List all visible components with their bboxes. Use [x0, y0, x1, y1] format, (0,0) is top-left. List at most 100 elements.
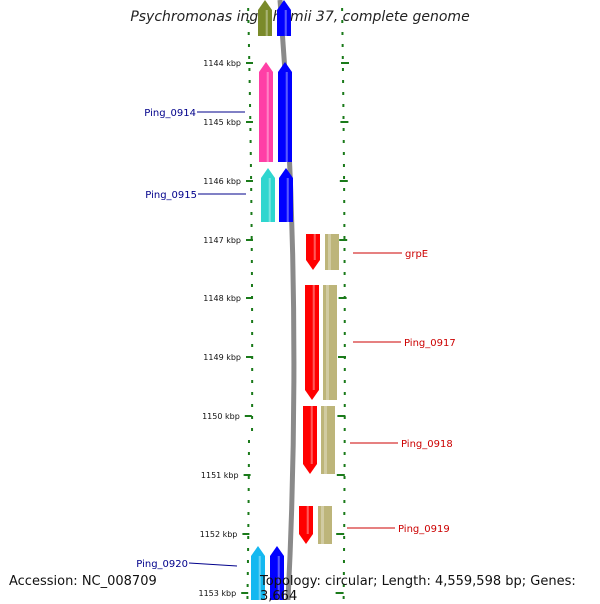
left-guide-dot: [247, 452, 250, 455]
gene-label: grpE: [405, 249, 428, 260]
tick-mark-right: [338, 297, 347, 299]
right-guide-dot: [343, 212, 346, 215]
strand-feature-arrow-shine: [286, 178, 289, 222]
right-guide-dot: [341, 32, 344, 35]
right-guide-dot: [343, 536, 346, 539]
strand-feature-box: [323, 285, 337, 400]
tick-label: 1145 kbp: [203, 118, 241, 127]
strand-feature-arrow: [279, 168, 293, 222]
left-guide-dot: [247, 20, 250, 23]
tick-mark-right: [340, 121, 349, 123]
tick-mark-right: [339, 239, 348, 241]
accession-text: Accession: NC_008709: [9, 574, 157, 589]
tick-label: 1148 kbp: [203, 294, 241, 303]
left-guide-dot: [251, 392, 254, 395]
strand-feature-arrow: [270, 546, 284, 600]
right-guide-dot: [343, 404, 346, 407]
left-guide-dot: [248, 80, 251, 83]
right-guide-dot: [342, 596, 345, 599]
left-guide-dot: [247, 524, 250, 527]
right-guide-dot: [342, 572, 345, 575]
right-guide-dot: [341, 44, 344, 47]
right-guide-dot: [343, 200, 346, 203]
left-guide-dot: [250, 236, 253, 239]
right-guide-dot: [343, 188, 346, 191]
tick-mark-right: [335, 592, 344, 594]
right-guide-dot: [342, 104, 345, 107]
tick-mark-left: [244, 415, 252, 417]
gene-label: Ping_0917: [404, 338, 456, 349]
tick-label: 1153 kbp: [198, 589, 236, 598]
tick-label: 1146 kbp: [203, 177, 241, 186]
right-guide-dot: [342, 140, 345, 143]
cog-feature-arrow: [305, 285, 319, 400]
right-guide-dot: [343, 320, 346, 323]
right-guide-dot: [343, 308, 346, 311]
strand-feature-box: [321, 406, 335, 474]
cog-feature-arrow: [259, 62, 273, 162]
left-guide-dot: [247, 512, 250, 515]
strand-feature-arrow: [278, 62, 292, 162]
left-guide-dot: [249, 140, 252, 143]
tick-mark-left: [242, 533, 250, 535]
right-guide-dot: [343, 260, 346, 263]
right-guide-dot: [343, 236, 346, 239]
right-guide-dot: [343, 392, 346, 395]
strand-feature-arrow: [277, 0, 291, 36]
scale-ticks: 1144 kbp 1145 kbp 1146 kbp 1147 kbp 1148 kbp…: [198, 59, 349, 598]
strand-feature-box: [325, 234, 339, 270]
right-guide-dot: [343, 380, 346, 383]
right-guide-dot: [341, 8, 344, 11]
tick-label: 1150 kbp: [202, 412, 240, 421]
right-guide-dot: [343, 500, 346, 503]
left-guide-dot: [250, 212, 253, 215]
left-guide-dot: [248, 68, 251, 71]
strand-feature-box-shine: [328, 234, 331, 270]
tick-label: 1151 kbp: [201, 471, 239, 480]
right-guide-dot: [342, 92, 345, 95]
right-guide-dot: [343, 416, 346, 419]
right-guide-dot: [343, 224, 346, 227]
left-guide-dot: [249, 128, 252, 131]
tick-mark-left: [246, 356, 253, 358]
left-guide-dot: [246, 584, 249, 587]
tick-mark-right: [338, 356, 346, 358]
tick-mark-right: [341, 62, 349, 64]
right-guide-dot: [343, 368, 346, 371]
label-leader-line: [188, 562, 238, 567]
cog-feature-arrow: [299, 506, 313, 544]
tick-mark-left: [246, 121, 253, 123]
tick-mark-right: [339, 180, 348, 182]
gene-label: Ping_0918: [401, 439, 453, 450]
cog-feature-arrow: [258, 0, 272, 36]
gene-label: Ping_0914: [144, 108, 196, 119]
cog-feature-arrow-shine: [258, 556, 261, 600]
left-guide-dot: [247, 464, 250, 467]
gene-labels: Ping_0914 Ping_0915 grpE Ping_0917 Ping_0918…: [136, 108, 455, 570]
right-guide-dot: [343, 524, 346, 527]
cog-feature-arrow-shine: [306, 506, 309, 534]
left-guide-dot: [248, 56, 251, 59]
cog-feature-arrow: [306, 234, 320, 270]
left-guide-dot: [247, 44, 250, 47]
left-guide-dot: [250, 248, 253, 251]
tick-label: 1147 kbp: [203, 236, 241, 245]
tick-mark-left: [246, 180, 253, 182]
left-guide-dot: [251, 332, 254, 335]
cog-feature-arrow: [303, 406, 317, 474]
right-guide-dot: [341, 68, 344, 71]
strand-feature-arrow-shine: [277, 556, 280, 600]
right-guide-dot: [343, 176, 346, 179]
tick-mark-left: [243, 474, 251, 476]
tick-mark-right: [336, 474, 345, 476]
strand-guides: [246, 8, 346, 599]
tick-mark-left: [241, 592, 249, 594]
cog-feature-arrow-shine: [310, 406, 313, 464]
left-guide-dot: [250, 224, 253, 227]
tick-mark-left: [246, 239, 253, 241]
left-guide-dot: [251, 344, 254, 347]
left-guide-dot: [247, 440, 250, 443]
left-guide-dot: [247, 548, 250, 551]
left-guide-dot: [250, 260, 253, 263]
